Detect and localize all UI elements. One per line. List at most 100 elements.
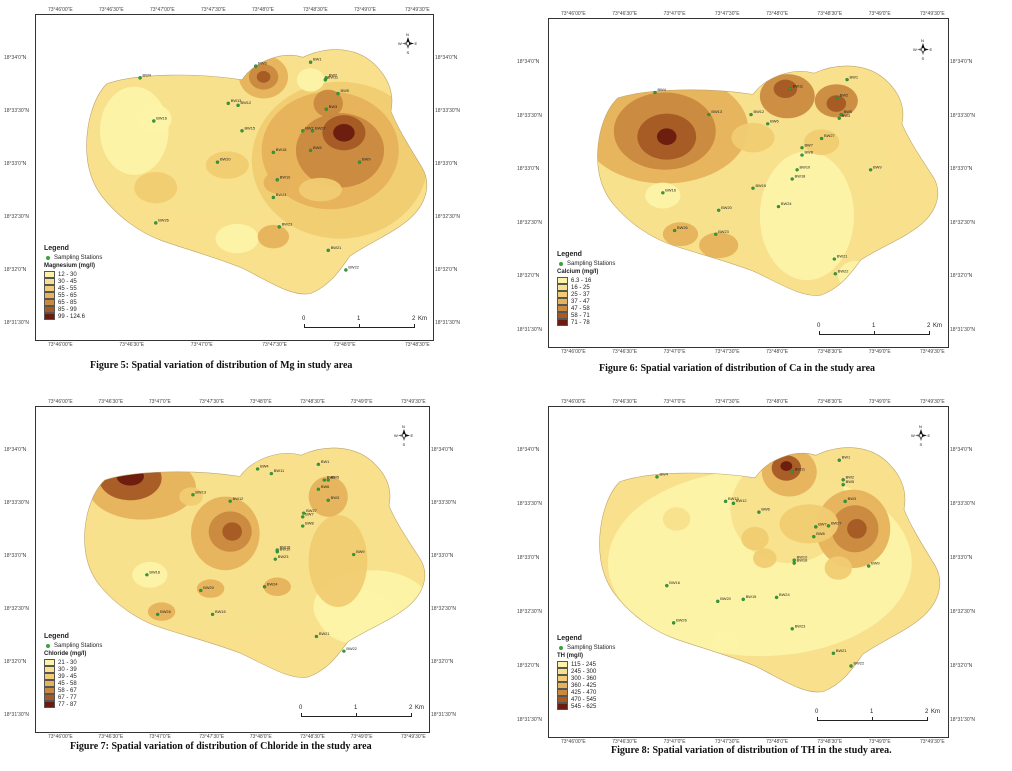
- scale-tick: [819, 331, 820, 335]
- sampling-station-marker: [731, 501, 736, 506]
- coord-label-bottom: 73°48'30"E: [817, 349, 843, 355]
- coord-label-top: 73°48'0"E: [249, 399, 272, 405]
- legend-class-label: 65 - 85: [58, 299, 77, 306]
- sampling-station-label: BW5: [846, 479, 855, 484]
- sampling-station-marker: [790, 627, 794, 631]
- concentration-zone: [780, 461, 793, 471]
- coord-label-right: 18°33'30"N: [435, 108, 461, 114]
- coord-label-top: 73°47'30"E: [199, 399, 225, 405]
- concentration-zone: [263, 171, 291, 194]
- legend-class-label: 71 - 78: [571, 319, 590, 326]
- legend-class-label: 47 - 58: [571, 305, 590, 312]
- concentration-zone: [222, 522, 242, 541]
- coord-label-bottom: 73°47'30"E: [199, 734, 225, 740]
- sampling-station-label: BW27: [306, 509, 317, 513]
- scale-tick-label: 2: [409, 705, 413, 711]
- coord-label-top: 73°48'0"E: [766, 11, 789, 17]
- sampling-station-marker: [866, 564, 871, 568]
- concentration-zone: [824, 556, 853, 580]
- coord-label-top: 73°46'00"E: [561, 399, 586, 405]
- sampling-station-marker: [814, 525, 818, 529]
- sampling-station-marker: [326, 498, 330, 502]
- legend-class-row: 6.3 - 16: [557, 277, 615, 284]
- sampling-station-label: BW24: [779, 592, 790, 597]
- legend-class-label: 360 - 425: [571, 682, 597, 689]
- sampling-station-marker: [199, 588, 203, 593]
- sampling-station-marker: [671, 621, 676, 625]
- coord-label-right: 18°34'0"N: [435, 55, 458, 61]
- scale-tick: [359, 324, 360, 328]
- scale-bar: 0 1 2 Km: [299, 705, 424, 721]
- coord-label-right: 18°31'30"N: [431, 712, 457, 718]
- sampling-station-marker: [271, 150, 276, 155]
- scale-tick: [872, 717, 873, 721]
- coord-label-top: 73°49'0"E: [868, 399, 891, 405]
- coord-label-right: 18°32'0"N: [435, 267, 458, 273]
- concentration-zone: [699, 232, 739, 259]
- concentration-zone: [826, 95, 847, 112]
- sampling-station-marker: [228, 499, 232, 503]
- legend-class-label: 45 - 58: [58, 680, 77, 687]
- legend-swatch: [557, 668, 568, 675]
- scale-tick: [817, 717, 818, 721]
- coord-label-bottom: 73°48'0"E: [333, 342, 356, 348]
- legend-class-row: 25 - 37: [557, 291, 615, 298]
- sampling-station-marker: [316, 462, 321, 467]
- coord-label-bottom: 73°47'30"E: [714, 349, 740, 355]
- figure-caption-ca: Figure 6: Spatial variation of distribut…: [599, 363, 876, 374]
- sampling-station-marker: [342, 649, 346, 653]
- legend-class-row: 545 - 625: [557, 703, 615, 710]
- sampling-station-label: BW8: [816, 531, 824, 536]
- coord-label-bottom: 73°46'00"E: [561, 349, 586, 355]
- coord-label-left: 18°31'30"N: [517, 327, 543, 333]
- coord-label-bottom: 73°48'0"E: [766, 349, 789, 355]
- study-area-boundary: [84, 447, 426, 678]
- coord-label-bottom: 73°49'30"E: [920, 739, 945, 745]
- legend-class-row: 55 - 65: [44, 292, 102, 299]
- legend-swatch: [44, 285, 55, 292]
- sampling-station-marker: [210, 612, 215, 616]
- station-dot-icon: [559, 261, 563, 266]
- legend-title: Legend: [557, 251, 582, 258]
- sampling-station-label: BW15: [755, 184, 766, 188]
- scale-unit-label: Km: [418, 316, 427, 322]
- sampling-station-marker: [845, 78, 849, 82]
- coord-label-top: 73°49'30"E: [920, 399, 945, 405]
- sampling-station-label: BW1: [313, 57, 321, 62]
- sampling-station-marker: [749, 112, 753, 117]
- sampling-station-marker: [841, 478, 845, 482]
- coord-label-top: 73°49'30"E: [401, 399, 426, 405]
- sampling-station-label: BW1: [842, 455, 850, 460]
- sampling-station-label: BW10: [280, 548, 291, 552]
- sampling-station-marker: [271, 195, 276, 200]
- interpolated-surface-map: BW4 BW13 BW16 BW12 BW10 BW11 BW27 BW24 BW5 BW20 BW…: [84, 447, 426, 678]
- sampling-station-label: BW8: [804, 151, 812, 155]
- sampling-station-label: BW16: [156, 116, 167, 121]
- north-arrow-label: S: [407, 50, 410, 55]
- scale-tick: [301, 713, 302, 717]
- north-arrow-label: W: [913, 47, 917, 52]
- legend-swatch: [557, 675, 568, 682]
- sampling-station-marker: [155, 612, 160, 616]
- sampling-station-label: BW11: [328, 74, 338, 79]
- concentration-zone: [147, 602, 176, 621]
- coord-label-top: 73°46'30"E: [612, 11, 638, 17]
- coord-label-right: 18°32'30"N: [435, 214, 461, 220]
- legend-swatch: [44, 292, 55, 299]
- north-arrow-label: E: [930, 47, 933, 52]
- scale-bar: 0 1 2 Km: [815, 709, 940, 725]
- concentration-zone: [753, 548, 777, 568]
- legend-class-row: 85 - 99: [44, 306, 102, 313]
- north-arrow-label: W: [394, 433, 398, 438]
- sampling-station-label: BW3: [842, 114, 850, 118]
- coord-label-bottom: 73°47'0"E: [148, 734, 171, 740]
- sampling-station-marker: [826, 524, 831, 528]
- sampling-station-label: BW7: [305, 125, 313, 130]
- sampling-station-label: BW11: [795, 466, 805, 471]
- sampling-station-marker: [301, 511, 306, 515]
- sampling-station-label: BW8: [313, 145, 321, 150]
- scale-unit-label: Km: [933, 323, 942, 329]
- sampling-station-marker: [800, 153, 804, 157]
- coord-label-bottom: 73°46'30"E: [612, 349, 638, 355]
